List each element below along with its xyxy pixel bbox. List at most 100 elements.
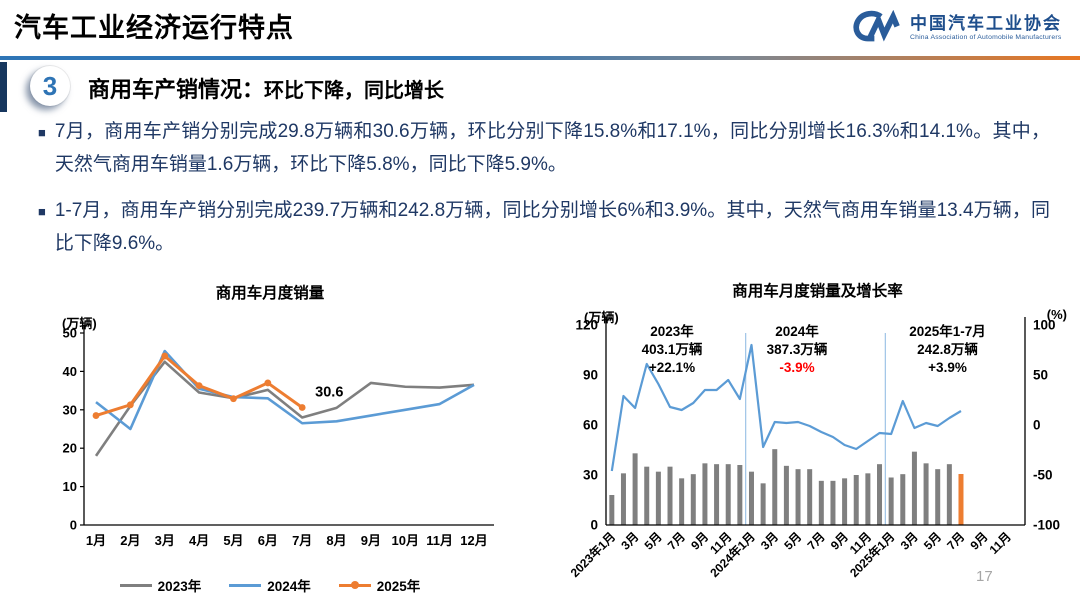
monthly-sales-plot: 0 10 20 30 40 50 1月 2月 3月 4月 5月 6月 7月 8月 9月 10月 11月 12月 30…	[63, 325, 494, 548]
x-tick-label: 7月	[292, 533, 312, 548]
x-tick-label-group: 5月	[642, 529, 665, 552]
left-y-tick-label: 120	[575, 318, 598, 333]
growth-rate-line	[610, 343, 962, 472]
series-marker	[126, 401, 134, 409]
left-chart-title: 商用车月度销量	[215, 285, 325, 302]
annotation-year: 2023年	[650, 324, 694, 339]
legend-swatch-2025	[338, 580, 371, 589]
bullet-square-icon: ■	[38, 125, 46, 140]
right-chart-title: 商用车月度销量及增长率	[732, 283, 903, 300]
header-divider	[0, 56, 1080, 60]
annotation-volume: 387.3万辆	[766, 341, 828, 357]
annotation-growth: +3.9%	[928, 359, 967, 375]
x-tick-label: 6月	[258, 533, 278, 548]
right-y-tick-label: 0	[1033, 418, 1041, 433]
x-tick-label-group: 11月	[987, 529, 1014, 556]
x-tick-label: 3月	[155, 533, 175, 548]
bullet-text: 1-7月，商用车产销分别完成239.7万辆和242.8万辆，同比分别增长6%和3…	[54, 200, 1050, 255]
annotation-2025: 2025年1-7月 242.8万辆 +3.9%	[875, 323, 1020, 376]
left-y-tick-label: 90	[583, 368, 598, 383]
sales-bar	[690, 474, 696, 525]
x-tick-label: 3月	[618, 529, 641, 552]
section-header: 商用车产销情况：环比下降，同比增长	[88, 72, 444, 104]
x-tick-label: 8月	[326, 533, 346, 548]
left-y-tick-label: 60	[583, 418, 598, 433]
slide-title: 汽车工业经济运行特点	[14, 13, 294, 43]
sales-bar	[935, 469, 941, 525]
x-tick-label-group: 2023年1月	[567, 529, 618, 580]
sales-bar	[853, 475, 859, 525]
x-tick-label-group: 9月	[828, 529, 851, 552]
right-y-tick-label: -50	[1033, 468, 1053, 483]
series-marker	[264, 379, 272, 387]
bullet-square-icon: ■	[38, 204, 46, 220]
x-tick-label: 4月	[189, 533, 209, 548]
x-tick-label-group: 7月	[805, 529, 828, 552]
y-tick-label: 50	[63, 326, 77, 341]
x-tick-label-group: 7月	[944, 529, 967, 552]
x-tick-label-group: 3月	[618, 529, 641, 552]
left-y-tick-label: 30	[583, 468, 598, 483]
sales-bar	[632, 453, 638, 525]
sales-bar	[655, 471, 661, 525]
x-tick-label: 5月	[223, 533, 243, 548]
annotation-volume: 403.1万辆	[641, 341, 703, 357]
caam-logo-text: 中国汽车工业协会 China Association of Automobile…	[910, 14, 1062, 41]
bullet-item: ■ 1-7月，商用车产销分别完成239.7万辆和242.8万辆，同比分别增长6%…	[38, 195, 1050, 260]
bullet-item: ■ 7月，商用车产销分别完成29.8万辆和30.6万辆，环比分别下降15.8%和…	[38, 116, 1050, 181]
x-tick-label: 7月	[805, 529, 828, 552]
series-line-2024年	[95, 349, 475, 431]
x-tick-label-group: 5月	[921, 529, 944, 552]
sales-bar	[923, 463, 929, 525]
legend-swatch-2024	[229, 583, 262, 587]
bullet-text: 7月，商用车产销分别完成29.8万辆和30.6万辆，环比分别下降15.8%和17…	[54, 121, 1050, 175]
series-line-2023年	[94, 360, 475, 457]
annotation-2023: 2023年 403.1万辆 +22.1%	[607, 323, 737, 376]
legend-label-2024: 2024年	[267, 579, 311, 594]
x-tick-label-group: 3月	[898, 529, 921, 552]
y-tick-label: 40	[63, 364, 77, 379]
x-tick-label: 2月	[120, 533, 140, 548]
x-tick-label: 11月	[426, 533, 453, 548]
sales-bar	[760, 483, 766, 525]
sales-bar	[842, 478, 848, 525]
sales-bar	[620, 473, 626, 525]
y-tick-label: 0	[70, 518, 77, 533]
series-marker	[195, 382, 203, 390]
legend-item-2024: 2024年	[229, 575, 311, 595]
sales-bar	[795, 469, 801, 525]
annotation-2024: 2024年 387.3万辆 -3.9%	[732, 323, 862, 376]
sales-growth-chart: 商用车月度销量及增长率 (万辆) (%) 0 30 60 90 120 -100 -50 0 5…	[560, 281, 1075, 603]
chart-legend: 2023年 2024年 2025年	[40, 575, 500, 595]
annotation-year: 2024年	[775, 324, 819, 339]
sales-bar	[702, 463, 708, 525]
x-tick-label: 9月	[968, 529, 991, 552]
x-tick-label: 3月	[898, 529, 921, 552]
x-tick-label: 7月	[665, 529, 688, 552]
annotation-year: 2025年1-7月	[909, 324, 986, 339]
caam-logo-icon	[853, 10, 900, 42]
x-tick-label: 9月	[828, 529, 851, 552]
right-chart-left-unit-label: (万辆)	[584, 310, 619, 325]
x-tick-label-group: 5月	[781, 529, 804, 552]
legend-label-2025: 2025年	[376, 579, 421, 594]
section-title: 商用车产销情况：	[88, 77, 265, 102]
section-badge: 3	[30, 66, 70, 106]
right-y-tick-label: 50	[1033, 368, 1048, 383]
sales-bar	[818, 480, 824, 525]
series-marker	[161, 352, 169, 360]
sales-bar	[958, 474, 964, 525]
x-tick-label: 5月	[921, 529, 944, 552]
series-marker	[92, 412, 100, 419]
page-number: 17	[976, 568, 993, 585]
x-tick-label: 11月	[987, 529, 1014, 556]
annotation-growth: +22.1%	[648, 359, 696, 375]
data-point-label: 30.6	[315, 384, 343, 400]
sales-bar	[900, 474, 906, 525]
legend-item-2025: 2025年	[338, 575, 421, 595]
legend-label-2023: 2023年	[157, 579, 202, 594]
series-marker	[230, 395, 237, 403]
sales-bar	[830, 480, 836, 525]
